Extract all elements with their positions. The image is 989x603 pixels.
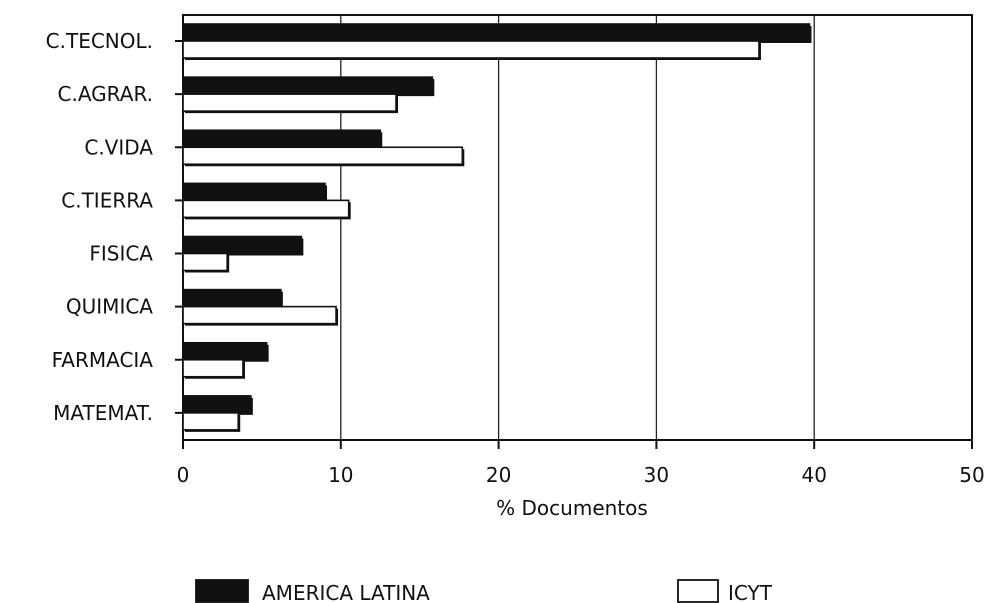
bar-america-latina — [182, 76, 434, 95]
category-label: MATEMAT. — [53, 401, 153, 425]
category-labels: C.TECNOL. C.AGRAR. C.VIDA C.TIERRA FISICA QUI… — [46, 29, 183, 425]
bar-america-latina — [182, 341, 268, 361]
legend-label: AMERICA LATINA — [262, 581, 430, 603]
category-label: C.TECNOL. — [46, 29, 153, 53]
legend-swatch — [677, 579, 719, 603]
category-label: FARMACIA — [52, 348, 154, 372]
bar-america-latina — [182, 235, 303, 255]
x-axis-ticks: 0 10 20 30 40 50 — [177, 440, 985, 487]
x-tick-label: 0 — [177, 463, 190, 487]
bar-america-latina — [182, 182, 326, 202]
bar-america-latina — [182, 288, 282, 308]
bar-icyt — [182, 252, 228, 272]
category-label: FISICA — [89, 242, 153, 266]
bar-icyt — [182, 146, 464, 166]
bar-icyt — [182, 93, 397, 112]
bar-america-latina — [182, 395, 252, 414]
legend: AMERICA LATINA ICYT — [195, 579, 773, 603]
legend-label: ICYT — [728, 581, 773, 603]
legend-swatch — [195, 579, 249, 603]
bar-america-latina — [182, 23, 811, 42]
bars-group — [182, 23, 812, 432]
x-tick-label: 40 — [801, 463, 826, 487]
bar-icyt — [182, 412, 240, 431]
x-axis-title: % Documentos — [496, 496, 648, 520]
bar-icyt — [182, 305, 337, 325]
plot-area — [182, 14, 973, 441]
category-label: C.TIERRA — [61, 188, 153, 212]
bar-icyt — [182, 199, 350, 219]
x-tick-label: 30 — [644, 463, 669, 487]
x-tick-label: 10 — [328, 463, 353, 487]
category-label: C.VIDA — [84, 135, 153, 159]
plot-border — [182, 14, 973, 441]
category-label: QUIMICA — [66, 295, 153, 319]
grid-lines — [340, 15, 815, 440]
x-tick-label: 20 — [486, 463, 511, 487]
bar-icyt — [182, 40, 760, 59]
category-label: C.AGRAR. — [58, 82, 153, 106]
bar-america-latina — [182, 129, 382, 149]
x-tick-label: 50 — [959, 463, 984, 487]
bar-icyt — [182, 358, 244, 378]
